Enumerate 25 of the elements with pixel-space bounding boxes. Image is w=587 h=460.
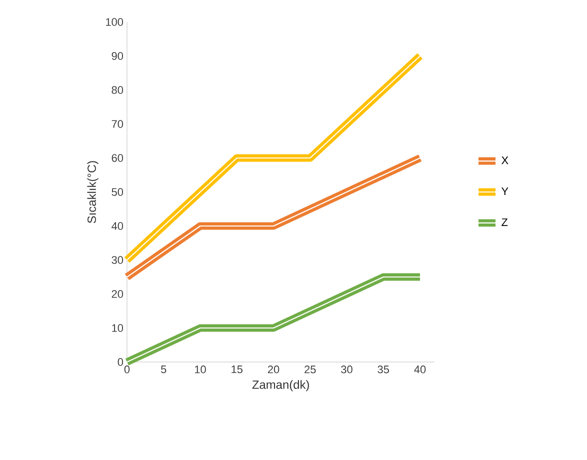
x-tick-label: 25 [304,366,316,374]
legend-label: Z [502,218,508,226]
x-tick-label: 30 [341,366,352,374]
x-axis-title: Zaman(dk) [252,380,309,392]
y-tick-label: 40 [112,222,124,230]
x-tick-label: 20 [268,366,280,374]
x-tick-label: 10 [194,366,206,374]
y-tick-label: 0 [118,358,124,366]
y-tick-label: 10 [112,324,124,332]
y-tick-label: 30 [112,256,124,264]
x-tick-label: 40 [414,366,426,374]
y-tick-label: 60 [112,154,124,162]
x-tick-label: 5 [161,366,166,374]
y-tick-label: 90 [112,52,124,60]
x-tick-label: 0 [124,366,130,374]
legend-label: X [501,156,508,164]
x-tick-label: 35 [378,366,389,374]
y-tick-label: 50 [112,188,124,196]
legend-label: Y [501,187,508,196]
y-tick-label: 20 [112,290,124,298]
y-tick-label: 70 [112,120,124,128]
x-tick-label: 15 [232,366,242,374]
y-tick-label: 100 [106,18,124,26]
y-axis-title: Sıcaklık(°C) [87,161,98,224]
y-tick-label: 80 [112,86,124,94]
